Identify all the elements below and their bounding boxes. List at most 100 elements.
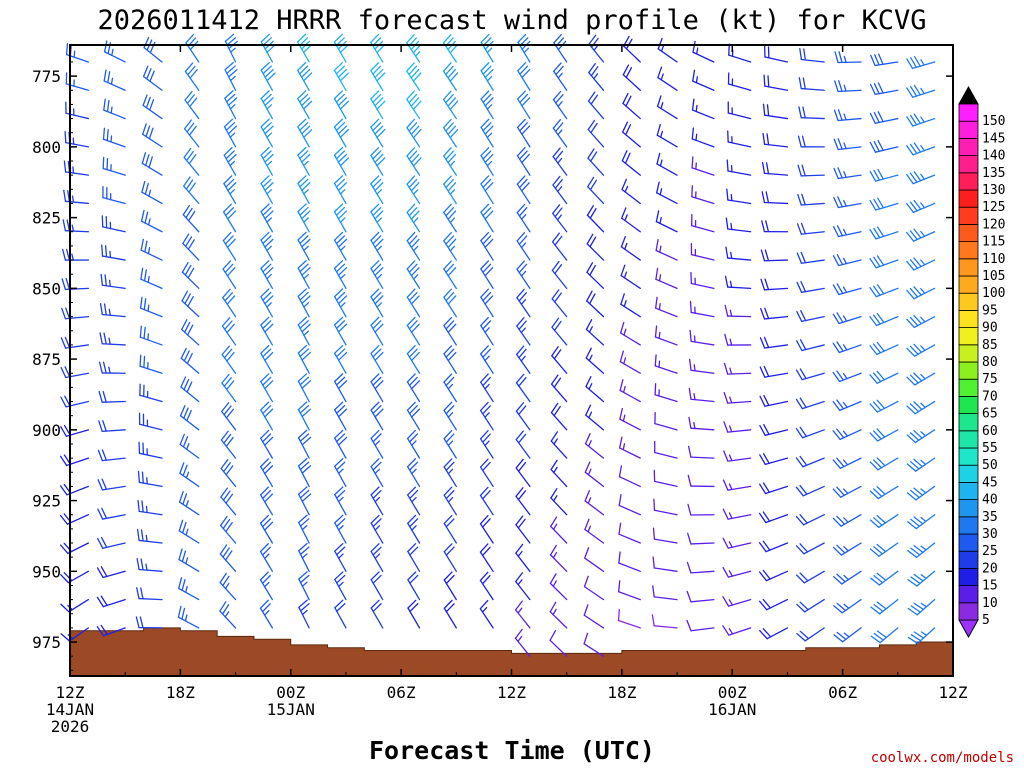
barb-feather bbox=[188, 182, 196, 193]
barb-feather bbox=[516, 288, 525, 299]
wind-barb bbox=[618, 522, 641, 544]
barb-feather bbox=[260, 90, 270, 100]
barb-feather bbox=[873, 575, 884, 584]
barb-feather bbox=[260, 316, 270, 326]
barb-feather bbox=[554, 207, 563, 218]
barb-feather bbox=[299, 574, 310, 584]
barb-feather bbox=[222, 203, 232, 213]
barb-feather bbox=[262, 291, 272, 301]
barb-feather bbox=[178, 491, 184, 503]
barb-half-feather bbox=[145, 563, 148, 571]
barb-half-feather bbox=[186, 442, 190, 450]
wind-barb bbox=[259, 543, 274, 572]
barb-half-feather bbox=[728, 628, 734, 635]
barb-half-feather bbox=[842, 257, 848, 265]
barb-feather bbox=[834, 51, 839, 64]
wind-barb bbox=[181, 261, 200, 289]
barb-feather bbox=[585, 404, 592, 416]
colorbar-label: 25 bbox=[982, 544, 998, 559]
barb-feather bbox=[836, 573, 846, 583]
barb-feather bbox=[264, 68, 274, 78]
barb-feather bbox=[762, 540, 771, 551]
wind-barb bbox=[869, 226, 899, 240]
barb-feather bbox=[370, 401, 380, 411]
barb-feather bbox=[691, 156, 694, 169]
wind-barb bbox=[654, 383, 678, 403]
colorbar-label: 30 bbox=[982, 527, 998, 542]
barb-feather bbox=[445, 546, 455, 556]
barb-half-feather bbox=[693, 335, 696, 343]
barb-feather bbox=[795, 545, 805, 555]
barb-shaft bbox=[653, 538, 678, 544]
wind-barb bbox=[584, 490, 605, 516]
wind-barb bbox=[620, 235, 641, 261]
wind-barb bbox=[759, 627, 789, 640]
barb-feather bbox=[406, 345, 416, 355]
barb-half-feather bbox=[843, 546, 849, 552]
barb-feather bbox=[480, 62, 490, 72]
wind-barb bbox=[370, 288, 384, 318]
wind-barb bbox=[220, 459, 237, 488]
wind-barb bbox=[723, 362, 752, 375]
barb-half-feather bbox=[556, 214, 562, 221]
wind-barb bbox=[587, 91, 605, 120]
wind-barb bbox=[759, 424, 789, 436]
wind-barb bbox=[906, 257, 936, 271]
barb-half-feather bbox=[145, 505, 148, 514]
barb-feather bbox=[723, 392, 729, 404]
barb-feather bbox=[758, 571, 768, 582]
barb-half-feather bbox=[659, 159, 663, 167]
barb-feather bbox=[554, 179, 563, 189]
barb-feather bbox=[761, 220, 766, 233]
barb-feather bbox=[64, 130, 67, 144]
barb-half-feather bbox=[108, 308, 111, 316]
barb-half-feather bbox=[552, 551, 558, 559]
barb-feather bbox=[299, 291, 309, 301]
wind-barb bbox=[723, 392, 752, 404]
barb-feather bbox=[521, 153, 530, 164]
wind-barb bbox=[869, 370, 899, 384]
barb-feather bbox=[301, 68, 311, 78]
barb-feather bbox=[620, 293, 625, 305]
barb-feather bbox=[518, 263, 528, 274]
barb-feather bbox=[621, 150, 628, 162]
barb-feather bbox=[910, 605, 921, 613]
barb-half-feather bbox=[557, 101, 563, 107]
barb-feather bbox=[335, 348, 346, 358]
barb-half-feather bbox=[184, 614, 188, 622]
barb-feather bbox=[102, 390, 107, 403]
barb-feather bbox=[518, 178, 528, 189]
barb-half-feather bbox=[486, 104, 493, 110]
barb-feather bbox=[181, 607, 186, 620]
barb-half-feather bbox=[411, 468, 417, 475]
y-tick-label: 850 bbox=[32, 279, 61, 298]
barb-feather bbox=[906, 463, 917, 472]
wind-barb bbox=[551, 289, 568, 318]
barb-feather bbox=[297, 118, 307, 128]
barb-feather bbox=[586, 205, 594, 216]
wind-barb bbox=[585, 319, 605, 346]
wind-barb bbox=[443, 175, 457, 205]
wind-barb bbox=[100, 273, 126, 289]
wind-barb bbox=[655, 296, 678, 318]
barb-feather bbox=[589, 179, 598, 191]
barb-half-feather bbox=[447, 440, 454, 447]
barb-feather bbox=[298, 514, 308, 524]
wind-barb bbox=[906, 228, 936, 242]
barb-feather bbox=[302, 44, 313, 54]
barb-feather bbox=[408, 405, 418, 415]
barb-feather bbox=[406, 118, 415, 129]
barb-feather bbox=[297, 373, 308, 382]
barb-feather bbox=[625, 67, 633, 79]
barb-feather bbox=[370, 514, 380, 524]
wind-barb bbox=[691, 127, 715, 148]
barb-feather bbox=[832, 400, 841, 412]
colorbar-label: 10 bbox=[982, 596, 998, 611]
barb-feather bbox=[587, 148, 595, 159]
colorbar-swatch bbox=[958, 464, 979, 483]
colorbar-swatch bbox=[958, 137, 979, 156]
wind-barb bbox=[588, 63, 605, 91]
barb-feather bbox=[107, 71, 111, 84]
barb-feather bbox=[588, 63, 596, 74]
barb-feather bbox=[59, 455, 68, 467]
